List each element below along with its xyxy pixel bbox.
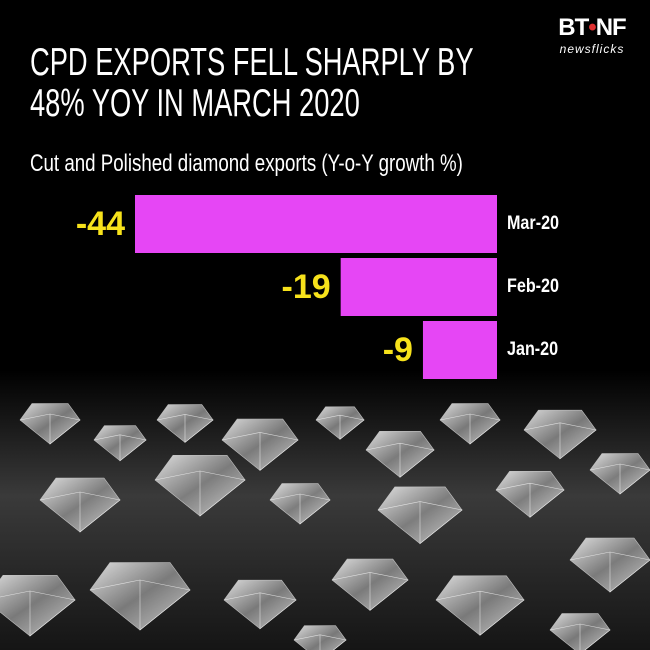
diamond-facet [89, 579, 191, 631]
diamond-facet [19, 413, 81, 445]
diamond-facet [435, 590, 525, 636]
logo-left: BT [558, 14, 589, 41]
chart-subtitle: Cut and Polished diamond exports (Y-o-Y … [30, 150, 463, 177]
diamond-facet [269, 493, 331, 525]
diamond-facet [569, 551, 650, 593]
category-label: Mar-20 [507, 212, 559, 234]
bar [135, 195, 497, 253]
diamond-facet [495, 482, 565, 518]
diamond-facet [439, 413, 501, 445]
diamond-facet [223, 592, 297, 630]
logo: BT•NF newsflicks [550, 14, 634, 56]
diamonds-decoration [0, 403, 650, 650]
diamond [0, 574, 76, 637]
diamond-facet [377, 501, 463, 545]
category-label: Feb-20 [507, 275, 559, 297]
diamond-facet [93, 434, 147, 462]
value-label: -9 [383, 331, 413, 369]
logo-tagline: newsflicks [559, 42, 625, 56]
chart-title: CPD EXPORTS FELL SHARPLY BY 48% YOY IN M… [30, 41, 474, 125]
logo-dot: • [588, 14, 596, 41]
category-label: Jan-20 [507, 338, 558, 360]
logo-mark: BT•NF [550, 14, 634, 42]
value-label: -19 [282, 268, 331, 306]
diamond-facet [549, 623, 611, 650]
diamond-facet [315, 414, 365, 440]
bar [422, 321, 497, 379]
logo-right: NF [595, 14, 627, 41]
diamond-facet [589, 463, 650, 495]
value-label: -44 [76, 205, 125, 243]
diamond-facet [221, 432, 299, 472]
diamond-facet [39, 491, 121, 533]
diamond-facet [156, 414, 214, 444]
diamond-facet [523, 422, 597, 460]
diamond-facet [293, 634, 347, 650]
bar [340, 258, 497, 316]
diamond-facet [0, 590, 76, 637]
diamond-facet [331, 572, 409, 612]
diamond-facet [154, 470, 246, 517]
diamond-facet [365, 442, 435, 478]
